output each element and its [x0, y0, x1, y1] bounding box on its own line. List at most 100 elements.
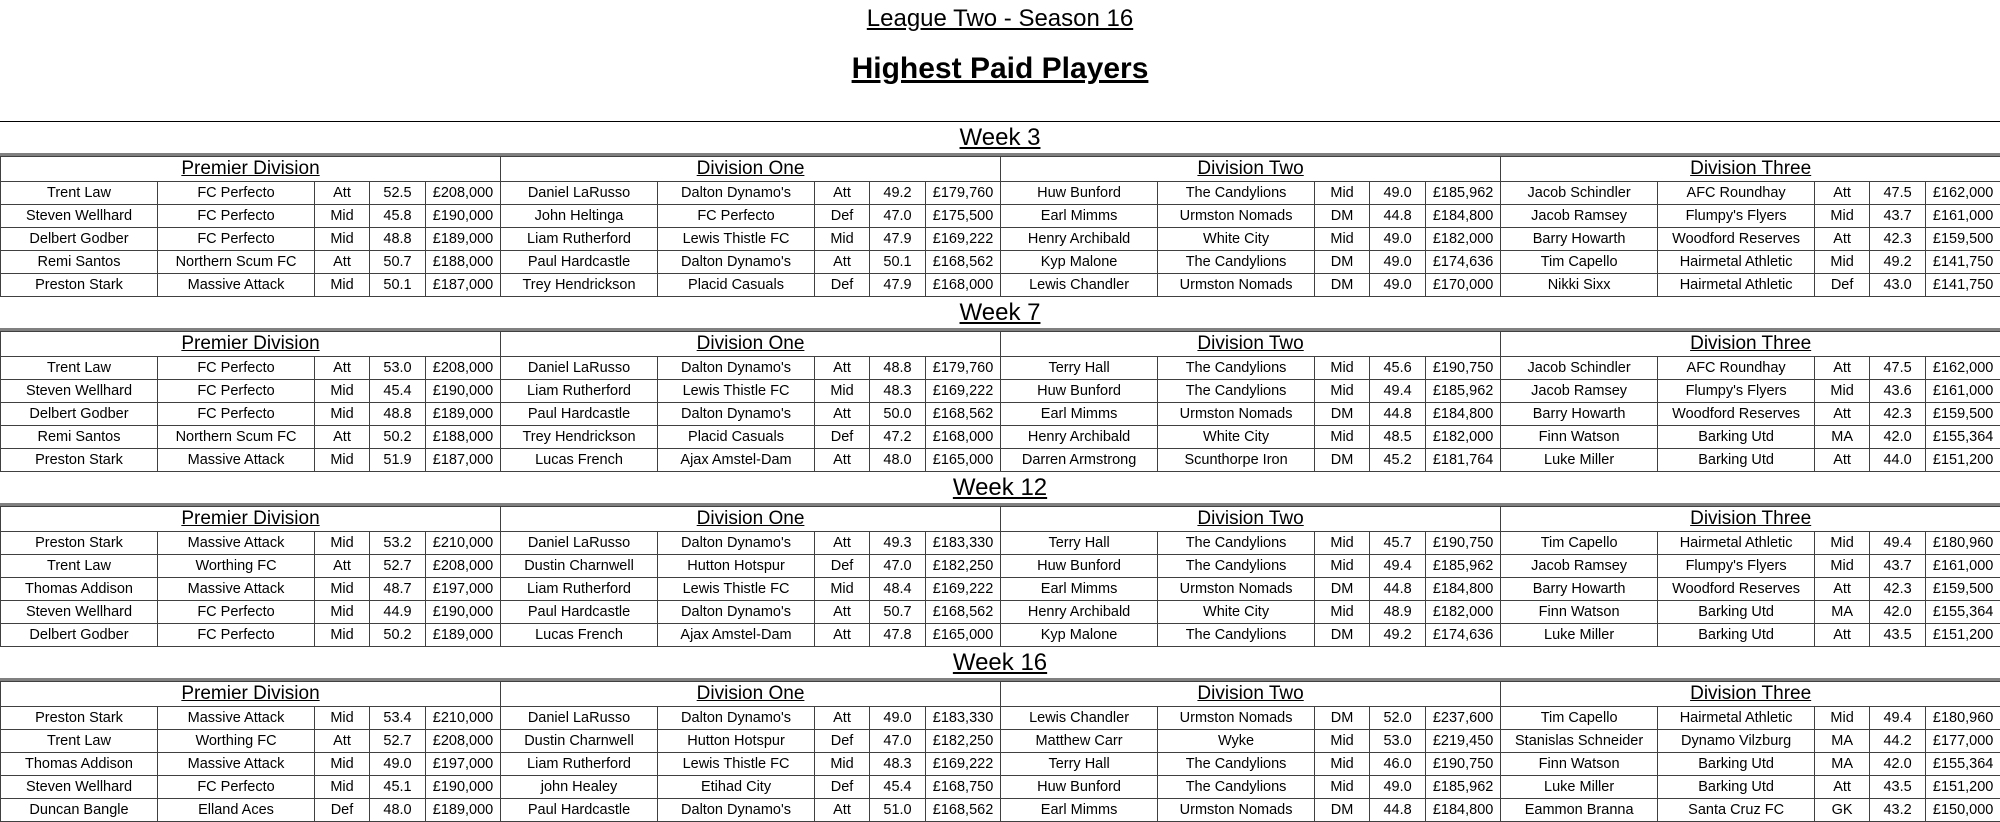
rating-cell: 45.1	[369, 775, 426, 799]
position-cell: Mid	[814, 379, 871, 403]
player-row: Paul Hardcastle Dalton Dynamo's Att 50.7 £16…	[500, 600, 1002, 624]
player-row: Finn Watson Barking Utd MA 42.0 £155,364	[1500, 752, 2000, 776]
player-row: Henry Archibald White City Mid 49.0 £182,000	[1000, 227, 1502, 251]
club-cell: Lewis Thistle FC	[657, 379, 816, 403]
wage-cell: £180,960	[1925, 531, 2000, 555]
player-row: Thomas Addison Massive Attack Mid 49.0 £197,…	[0, 752, 502, 776]
player-row: Daniel LaRusso Dalton Dynamo's Att 49.2 £179…	[500, 181, 1002, 205]
position-cell: Att	[814, 250, 871, 274]
player-name-cell: Lucas French	[500, 448, 659, 472]
player-row: Earl Mimms Urmston Nomads DM 44.8 £184,800	[1000, 204, 1502, 228]
player-row: Daniel LaRusso Dalton Dynamo's Att 49.0 £183…	[500, 706, 1002, 730]
division-header: Division Two	[1000, 156, 1502, 182]
rating-cell: 43.5	[1869, 775, 1927, 799]
player-row: Henry Archibald White City Mid 48.5 £182,000	[1000, 425, 1502, 449]
player-name-cell: Lewis Chandler	[1000, 706, 1159, 730]
player-name-cell: Liam Rutherford	[500, 379, 659, 403]
player-name-cell: Henry Archibald	[1000, 425, 1159, 449]
player-row: Trent Law Worthing FC Att 52.7 £208,000	[0, 729, 502, 753]
player-row: Stanislas Schneider Dynamo Vilzburg MA 44.2…	[1500, 729, 2000, 753]
week-title: Week 7	[959, 298, 1041, 326]
rating-cell: 50.1	[369, 273, 426, 297]
club-cell: Urmston Nomads	[1157, 577, 1316, 601]
rating-cell: 49.0	[1369, 273, 1427, 297]
wage-cell: £162,000	[1925, 356, 2000, 380]
player-name-cell: Trey Hendrickson	[500, 425, 659, 449]
player-name-cell: Henry Archibald	[1000, 227, 1159, 251]
rating-cell: 53.4	[369, 706, 426, 730]
wage-cell: £190,750	[1425, 356, 1502, 380]
position-cell: DM	[1314, 448, 1371, 472]
division-header-row: Premier Division	[0, 156, 502, 182]
week-title: Week 3	[959, 123, 1041, 151]
position-cell: Mid	[1314, 181, 1371, 205]
player-name-cell: Trent Law	[0, 181, 158, 205]
player-name-cell: Jacob Ramsey	[1500, 554, 1659, 578]
player-name-cell: Finn Watson	[1500, 425, 1659, 449]
player-name-cell: Earl Mimms	[1000, 798, 1159, 822]
player-name-cell: Jacob Schindler	[1500, 356, 1659, 380]
rating-cell: 48.9	[1369, 600, 1427, 624]
position-cell: DM	[1314, 577, 1371, 601]
rating-cell: 42.0	[1869, 600, 1927, 624]
club-cell: White City	[1157, 227, 1316, 251]
position-cell: Mid	[1314, 600, 1371, 624]
player-name-cell: Steven Wellhard	[0, 204, 158, 228]
wage-cell: £189,000	[424, 402, 502, 426]
club-cell: Dalton Dynamo's	[657, 402, 816, 426]
rating-cell: 52.7	[369, 554, 426, 578]
club-cell: Massive Attack	[157, 531, 315, 555]
player-row: Matthew Carr Wyke Mid 53.0 £219,450	[1000, 729, 1502, 753]
rating-cell: 49.2	[1369, 623, 1427, 647]
player-name-cell: Liam Rutherford	[500, 752, 659, 776]
division-table: Premier Division Preston Stark Massive Att…	[0, 681, 502, 822]
position-cell: Def	[814, 775, 871, 799]
rating-cell: 49.4	[1869, 706, 1927, 730]
player-name-cell: Jacob Ramsey	[1500, 379, 1659, 403]
position-cell: Def	[314, 798, 370, 822]
club-cell: Dynamo Vilzburg	[1657, 729, 1816, 753]
rating-cell: 48.5	[1369, 425, 1427, 449]
player-name-cell: Trey Hendrickson	[500, 273, 659, 297]
player-row: john Healey Etihad City Def 45.4 £168,750	[500, 775, 1002, 799]
wage-cell: £168,000	[925, 273, 1002, 297]
position-cell: Mid	[1814, 250, 1871, 274]
position-cell: Mid	[1314, 227, 1371, 251]
player-name-cell: Dustin Charnwell	[500, 729, 659, 753]
player-row: Daniel LaRusso Dalton Dynamo's Att 48.8 £179…	[500, 356, 1002, 380]
position-cell: MA	[1814, 425, 1871, 449]
position-cell: Def	[814, 204, 871, 228]
player-row: Tim Capello Hairmetal Athletic Mid 49.4 £180…	[1500, 706, 2000, 730]
player-row: Lucas French Ajax Amstel-Dam Att 48.0 £165,0…	[500, 448, 1002, 472]
club-cell: Massive Attack	[157, 448, 315, 472]
player-name-cell: Lucas French	[500, 623, 659, 647]
player-row: Eammon Branna Santa Cruz FC GK 43.2 £150,000	[1500, 798, 2000, 822]
player-name-cell: Tim Capello	[1500, 706, 1659, 730]
player-name-cell: Barry Howarth	[1500, 577, 1659, 601]
club-cell: Hutton Hotspur	[657, 554, 816, 578]
player-name-cell: Delbert Godber	[0, 227, 158, 251]
club-cell: Lewis Thistle FC	[657, 227, 816, 251]
rating-cell: 50.2	[369, 623, 426, 647]
wage-cell: £182,000	[1425, 425, 1502, 449]
club-cell: The Candylions	[1157, 752, 1316, 776]
player-row: Steven Wellhard FC Perfecto Mid 44.9 £190,00…	[0, 600, 502, 624]
club-cell: Barking Utd	[1657, 448, 1816, 472]
week-section: Week 16 Premier Division Preston Stark Mass…	[0, 647, 2000, 822]
division-tables-row: Premier Division Trent Law FC Perfecto Att 5…	[0, 331, 2000, 472]
position-cell: DM	[1314, 204, 1371, 228]
player-row: Kyp Malone The Candylions DM 49.0 £174,636	[1000, 250, 1502, 274]
player-row: Lewis Chandler Urmston Nomads DM 52.0 £237,6…	[1000, 706, 1502, 730]
player-row: Dustin Charnwell Hutton Hotspur Def 47.0 £18…	[500, 729, 1002, 753]
player-name-cell: Finn Watson	[1500, 600, 1659, 624]
wage-cell: £155,364	[1925, 600, 2000, 624]
position-cell: Def	[814, 554, 871, 578]
rating-cell: 45.4	[869, 775, 927, 799]
player-name-cell: Paul Hardcastle	[500, 600, 659, 624]
rating-cell: 43.5	[1869, 623, 1927, 647]
position-cell: DM	[1314, 250, 1371, 274]
club-cell: The Candylions	[1157, 379, 1316, 403]
division-table: Division Two Huw Bunford The Candylions Mid…	[1000, 156, 1502, 297]
position-cell: DM	[1314, 706, 1371, 730]
club-cell: Northern Scum FC	[157, 250, 315, 274]
